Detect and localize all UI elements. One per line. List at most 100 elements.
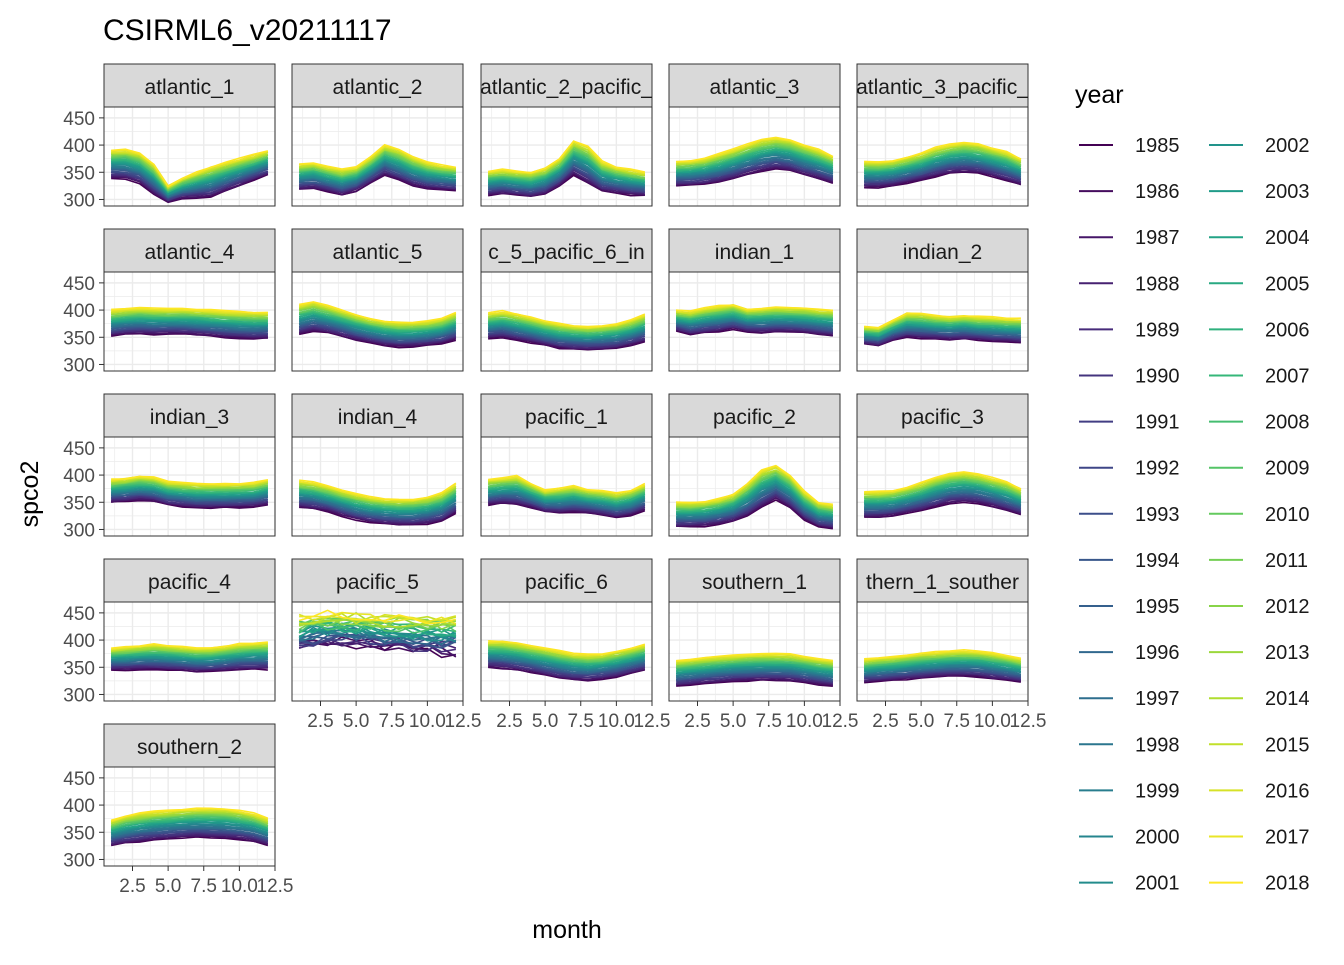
series-line (111, 314, 268, 321)
series-line (298, 306, 457, 328)
facet-strip (103, 558, 276, 603)
series-line (298, 618, 456, 631)
y-tick-label: 400 (63, 136, 95, 157)
facet-panel: indian_3 300 350 400 450 (63, 393, 276, 541)
panel-background (669, 602, 840, 701)
panel-border (103, 766, 276, 867)
series-group (110, 475, 269, 510)
facet-strip (856, 393, 1029, 438)
x-tick-label: 5.0 (908, 711, 934, 732)
series-line (110, 825, 269, 838)
panel-border (668, 271, 841, 372)
legend-label: 1996 (1135, 642, 1180, 664)
series-group (488, 640, 646, 682)
facet-label: atlantic_3 (710, 76, 800, 99)
y-tick-label: 400 (63, 631, 95, 652)
facet-strip (103, 723, 276, 768)
series-line (676, 144, 834, 169)
facet-strip (668, 558, 841, 603)
series-line (864, 650, 1022, 661)
legend-label: 1998 (1135, 734, 1180, 756)
legend-label: 2004 (1265, 227, 1310, 249)
facet-panel: atlantic_2 (291, 63, 464, 207)
series-line (676, 306, 833, 317)
series-group (298, 143, 457, 196)
legend-label: 2014 (1265, 688, 1310, 710)
series-line (676, 652, 833, 662)
series-line (110, 811, 269, 825)
legend-label: 1992 (1135, 458, 1180, 480)
series-line (111, 829, 269, 840)
legend-label: 1993 (1135, 504, 1180, 526)
y-tick-label: 300 (63, 520, 95, 541)
x-tick-label: 12.5 (1010, 711, 1047, 732)
series-line (299, 506, 457, 526)
legend-item: 2011 (1209, 550, 1308, 572)
facet-panel: atlantic_3 (668, 63, 841, 207)
legend-label: 2005 (1265, 273, 1310, 295)
series-group (298, 479, 457, 526)
legend-item: 2001 (1079, 873, 1180, 895)
facet-strip (103, 63, 276, 108)
panel-border (480, 271, 653, 372)
legend-label: 1988 (1135, 273, 1180, 295)
facet-label: southern_1 (702, 571, 807, 594)
series-line (111, 482, 269, 492)
series-line (299, 151, 456, 177)
legend-label: 1986 (1135, 181, 1180, 203)
legend-item: 2008 (1209, 412, 1310, 434)
series-line (676, 499, 833, 530)
facet-label: atlantic_3_pacific_ (856, 76, 1029, 99)
series-line (676, 464, 833, 506)
series-line (111, 484, 269, 494)
legend-label: 2013 (1265, 642, 1310, 664)
legend-label: 1997 (1135, 688, 1180, 710)
series-line (488, 474, 646, 494)
panel-border (856, 271, 1029, 372)
legend-label: 1999 (1135, 780, 1180, 802)
legend-label: 2017 (1265, 827, 1310, 849)
legend-item: 2009 (1209, 458, 1310, 480)
facet-strip (668, 393, 841, 438)
legend-label: 2002 (1265, 135, 1310, 157)
series-line (111, 647, 268, 655)
x-tick-label: 12.5 (822, 711, 859, 732)
x-tick-label: 5.0 (155, 876, 181, 897)
facet-label: atlantic_2 (333, 76, 423, 99)
y-tick-label: 400 (63, 466, 95, 487)
series-line (299, 491, 457, 512)
series-line (298, 625, 457, 640)
facet-panel: pacific_6 2.5 5.0 7.5 10.012.5 (480, 558, 670, 732)
legend-item: 2006 (1209, 319, 1310, 341)
series-line (111, 149, 269, 187)
x-tick-label: 2.5 (307, 711, 333, 732)
series-line (110, 814, 269, 828)
series-line (111, 148, 269, 188)
facet-panel: pacific_3 (856, 393, 1029, 537)
series-line (675, 320, 833, 330)
legend-item: 2003 (1209, 181, 1310, 203)
legend-item: 2017 (1209, 827, 1310, 849)
series-line (488, 309, 646, 328)
series-line (111, 161, 269, 194)
legend-item: 1992 (1079, 458, 1180, 480)
series-line (299, 496, 457, 518)
x-tick-label: 7.5 (756, 711, 782, 732)
legend-label: 2001 (1135, 873, 1180, 895)
y-tick-label: 400 (63, 796, 95, 817)
facet-label: indian_3 (150, 406, 229, 429)
panel-border (856, 436, 1029, 537)
series-line (110, 821, 269, 835)
facet-panels: atlantic_1 300 350 400 450 atlantic_2 atlantic… (63, 63, 1047, 897)
series-line (864, 491, 1022, 510)
series-line (676, 672, 833, 681)
x-tick-label: 7.5 (568, 711, 594, 732)
facet-strip (480, 63, 653, 108)
legend-item: 2005 (1209, 273, 1310, 295)
series-line (299, 611, 457, 625)
series-line (864, 144, 1022, 166)
x-tick-label: 5.0 (720, 711, 746, 732)
series-line (864, 156, 1022, 176)
legend-label: 2009 (1265, 458, 1310, 480)
